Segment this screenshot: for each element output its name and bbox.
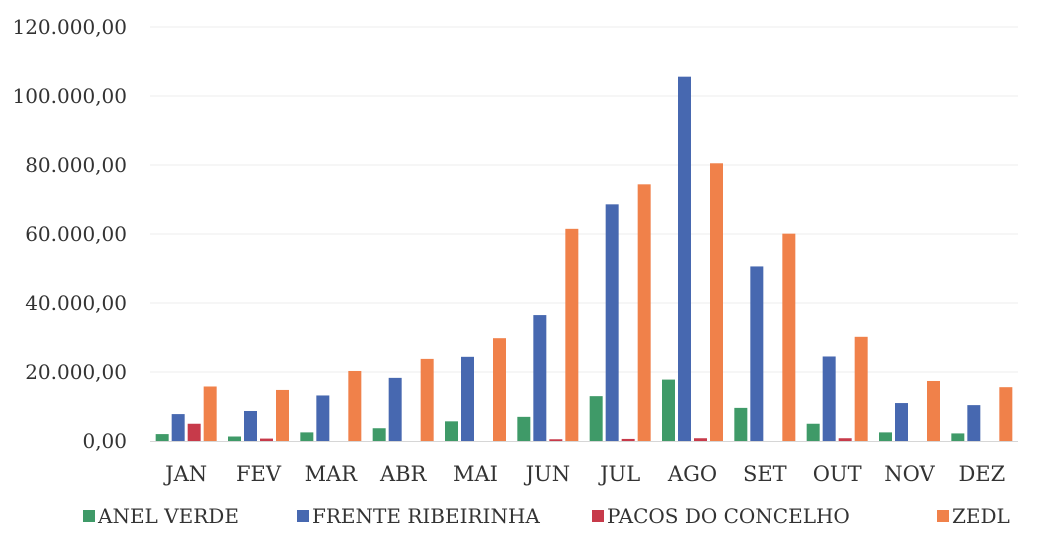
bar (445, 421, 458, 441)
bar (637, 184, 651, 441)
bars (155, 76, 1013, 442)
bar (967, 405, 981, 441)
bar (605, 204, 619, 441)
bar (694, 438, 707, 441)
bar (782, 233, 796, 441)
bar (895, 403, 908, 441)
legend-label: FRENTE RIBEIRINHA (312, 504, 540, 528)
bar (244, 410, 257, 441)
legend-label: ZEDL (952, 504, 1010, 528)
bar (822, 356, 836, 441)
bar (155, 434, 169, 441)
bar (734, 407, 748, 441)
y-tick-label: 20.000,00 (25, 360, 127, 384)
x-tick-label: JUL (598, 462, 640, 486)
bar (879, 432, 892, 442)
x-tick-label: ABR (379, 462, 428, 486)
y-tick-label: 100.000,00 (12, 84, 127, 108)
legend-swatch (937, 510, 949, 522)
bar (678, 76, 691, 442)
x-tick-label: SET (743, 462, 787, 486)
legend-label: ANEL VERDE (97, 504, 239, 528)
x-tick-label: AGO (667, 462, 717, 486)
bar (316, 395, 330, 441)
bar (533, 315, 547, 441)
bar (517, 416, 531, 441)
x-tick-label: JUN (524, 462, 571, 486)
bar (372, 428, 386, 441)
bar (662, 379, 675, 441)
bar (838, 438, 852, 441)
y-tick-label: 80.000,00 (25, 153, 127, 177)
bar (300, 432, 314, 442)
bar (710, 163, 723, 441)
bar (951, 433, 965, 441)
y-tick-label: 60.000,00 (25, 222, 127, 246)
y-tick-label: 40.000,00 (25, 291, 127, 315)
legend-swatch (83, 510, 95, 522)
bar (493, 338, 506, 441)
y-axis-tick-labels: 0,00 20.000,00 40.000,00 60.000,00 80.000,00… (12, 15, 127, 453)
bar (260, 438, 273, 441)
bar (565, 228, 579, 441)
y-tick-label: 120.000,00 (12, 15, 127, 39)
bar (806, 423, 820, 441)
bar (388, 377, 402, 441)
bar (750, 266, 764, 441)
x-tick-label: NOV (884, 462, 935, 486)
legend-swatch (592, 510, 604, 522)
bar (999, 387, 1013, 441)
bar (549, 439, 563, 441)
x-tick-label: MAR (305, 462, 359, 486)
bar (228, 436, 241, 441)
bar (171, 414, 185, 441)
bar (276, 389, 289, 441)
x-axis-tick-labels: JAN FEV MAR ABR MAI JUN JUL AGO SET OUT NOV DEZ (163, 462, 1005, 486)
x-tick-label: DEZ (958, 462, 1005, 486)
bar (854, 336, 868, 441)
legend-swatch (297, 510, 309, 522)
bar (187, 423, 201, 441)
x-tick-label: OUT (813, 462, 862, 486)
y-tick-label: 0,00 (82, 429, 127, 453)
legend: ANEL VERDE FRENTE RIBEIRINHA PACOS DO CONC… (83, 504, 1010, 528)
bar (927, 380, 940, 441)
bar (621, 438, 635, 441)
x-tick-label: MAI (453, 462, 498, 486)
bar (461, 356, 474, 441)
x-tick-label: JAN (163, 462, 207, 486)
bar (420, 358, 434, 441)
bar (589, 396, 603, 441)
bar (348, 370, 362, 441)
x-tick-label: FEV (236, 462, 282, 486)
gridlines (150, 26, 1018, 373)
bar (203, 386, 217, 441)
legend-label: PACOS DO CONCELHO (607, 504, 850, 528)
